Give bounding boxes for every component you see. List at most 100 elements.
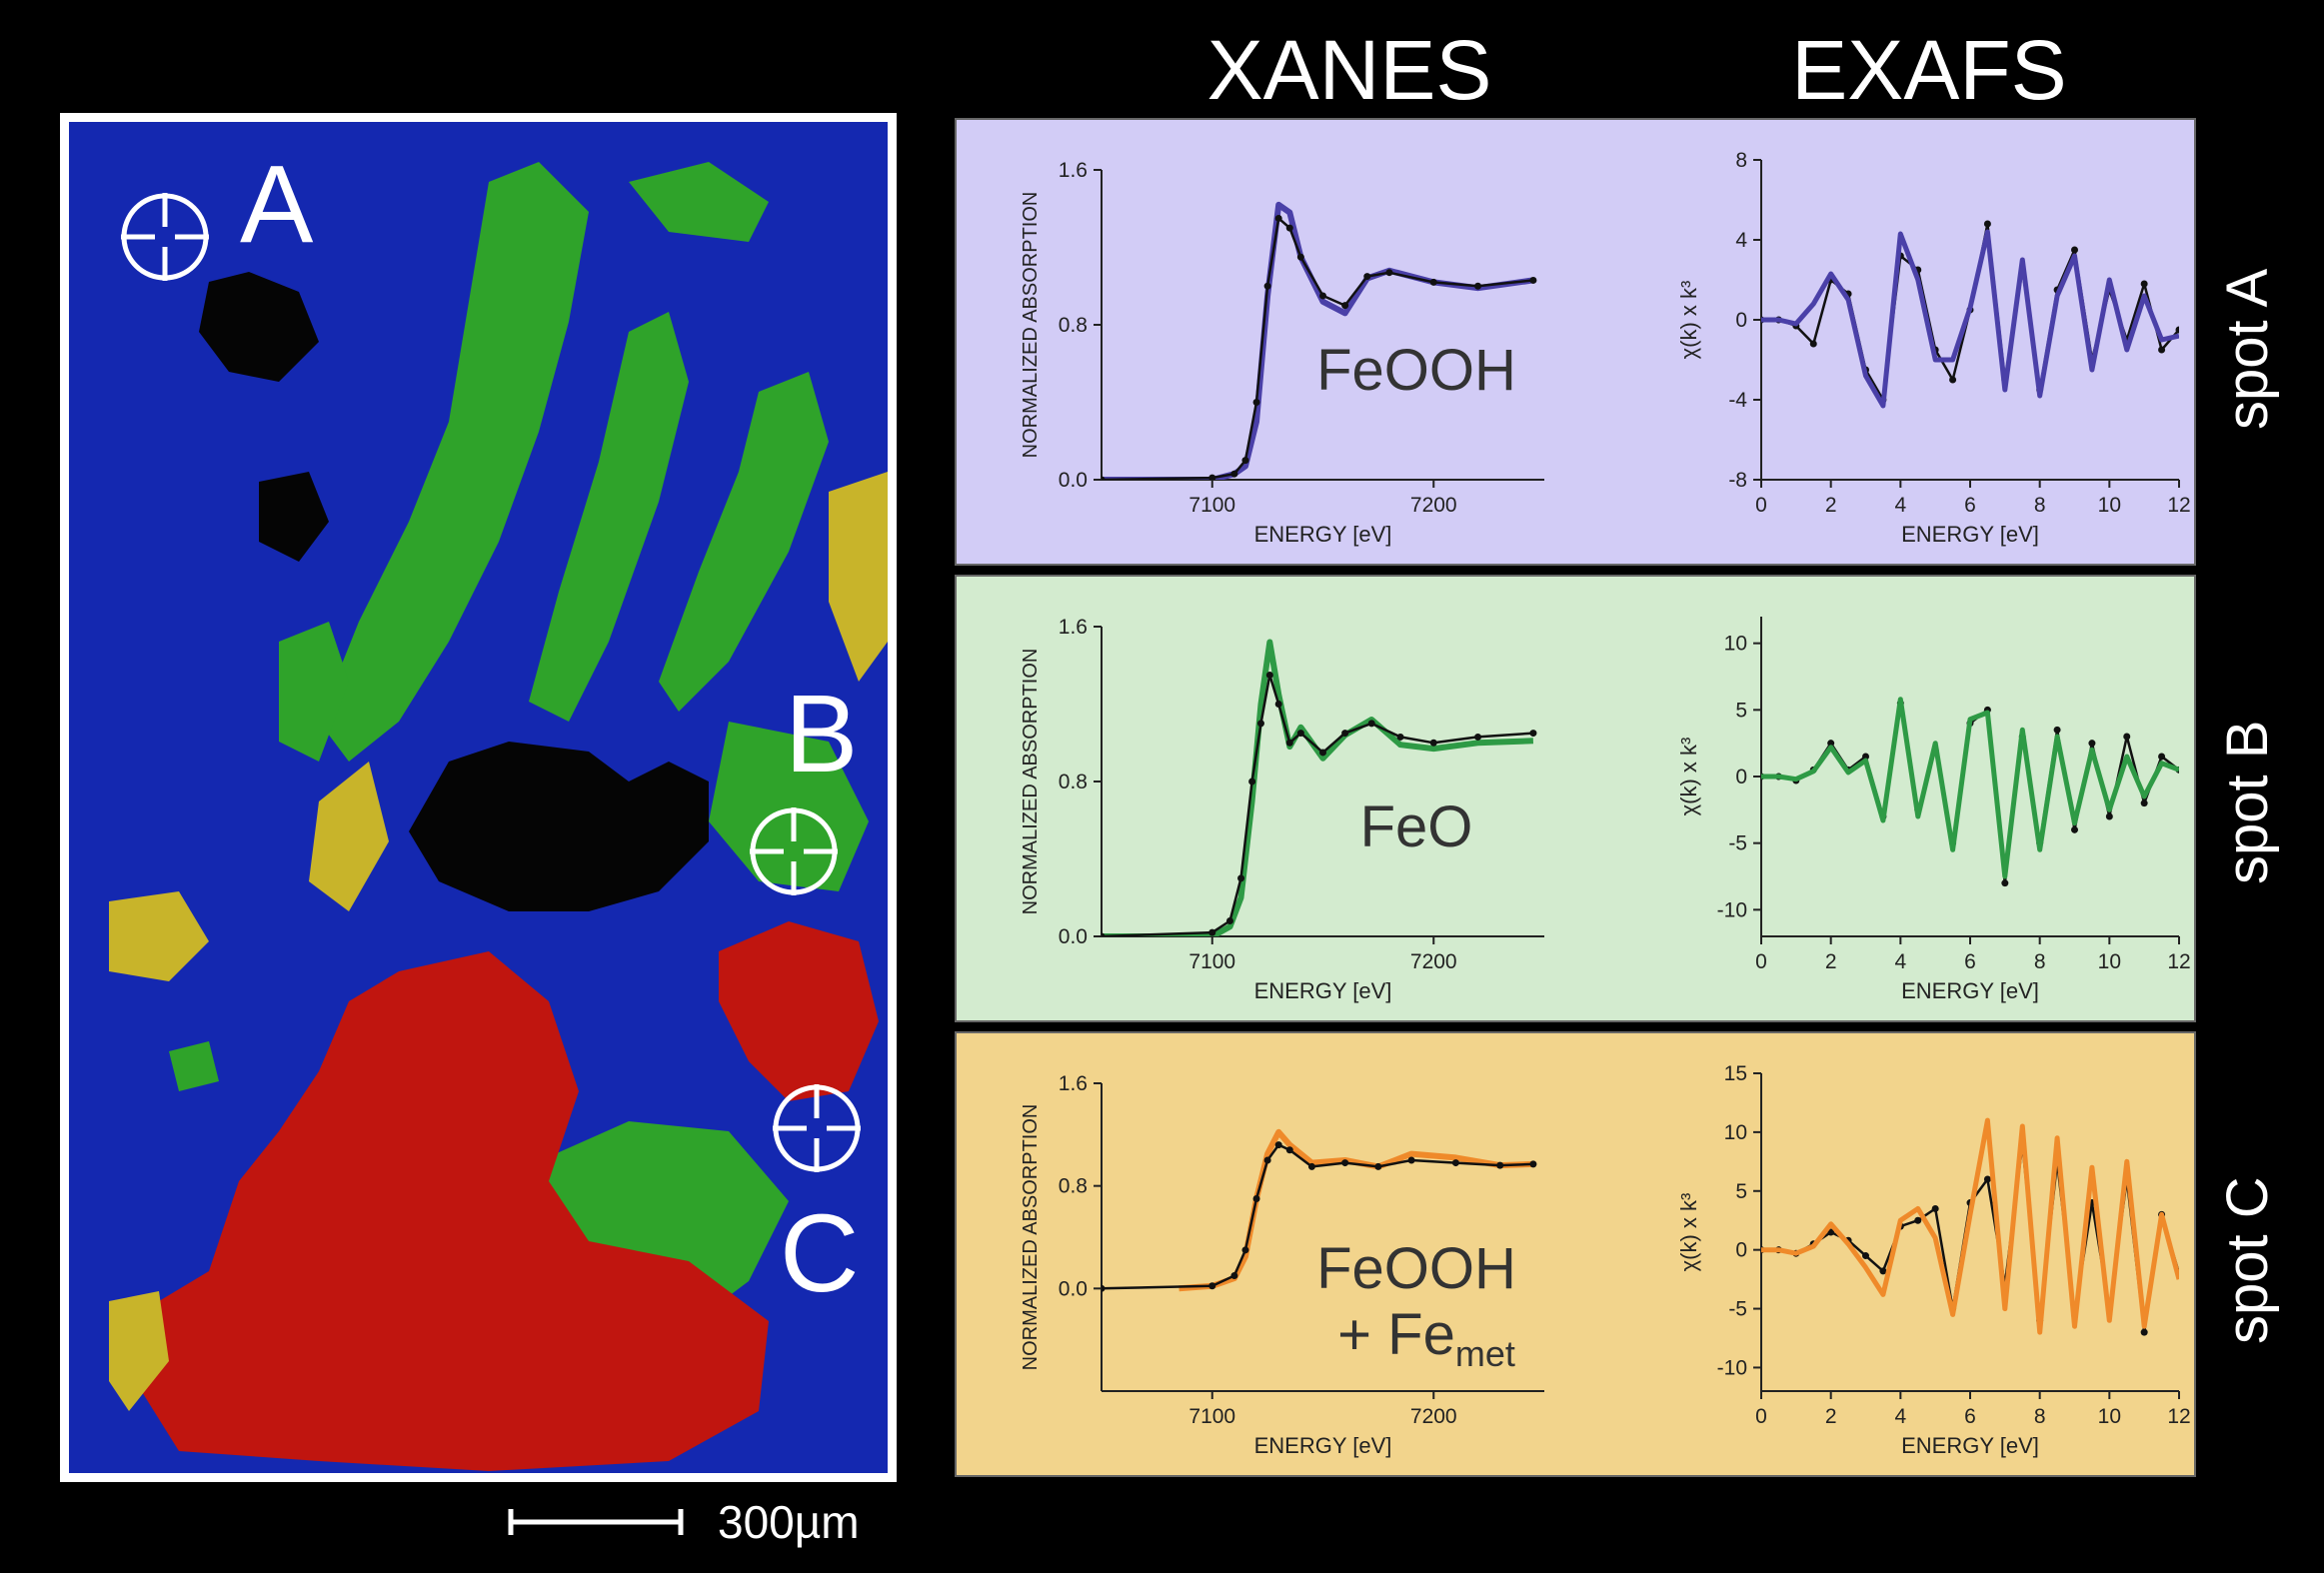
data-point — [1341, 302, 1349, 310]
data-point — [1862, 753, 1869, 761]
map-region-green-7 — [169, 1041, 219, 1091]
data-point — [2071, 246, 2078, 254]
data-point — [1230, 1272, 1238, 1279]
data-point — [1285, 224, 1293, 232]
y-tick-label: 0.0 — [1059, 925, 1088, 948]
data-point — [1237, 874, 1245, 882]
map-region-yellow-14 — [829, 472, 888, 682]
scale-bar — [508, 1509, 684, 1535]
fit-line — [1178, 1128, 1534, 1292]
data-point — [2175, 326, 2179, 334]
panel-spot-c: 7100 7200 0.0 0.8 1.6 ENERGY [eV] NORMALIZED A… — [955, 1031, 2196, 1477]
axes: 0 2 4 6 8 10 12 -10 -5 0 5 10 15 ENERGY [eV] χ(k) x k³ — [1676, 1062, 2191, 1458]
xanes-chart-spot-b: 7100 7200 0.0 0.8 1.6 ENERGY [eV] NORMALIZED A… — [1020, 616, 1544, 1003]
y-tick-label: -5 — [1728, 832, 1747, 855]
map-region-green-3 — [629, 162, 769, 242]
data-point — [1307, 1162, 1315, 1170]
data-point — [1529, 276, 1537, 284]
data-point — [1252, 399, 1260, 406]
crosshair-icon-c — [773, 1084, 861, 1172]
data-point — [1208, 928, 1216, 936]
map-region-yellow-15 — [109, 891, 209, 981]
data-point — [1407, 1156, 1415, 1164]
xanes-chart-spot-c: 7100 7200 0.0 0.8 1.6 ENERGY [eV] NORMALIZED A… — [1020, 1072, 1544, 1458]
y-tick-label: 0.8 — [1059, 1175, 1088, 1198]
data-point — [1529, 1160, 1537, 1168]
chemical-map-image — [69, 122, 888, 1473]
data-point — [1263, 1156, 1271, 1164]
x-tick-label: 7200 — [1410, 1405, 1457, 1428]
data-point — [1862, 1252, 1869, 1260]
data-point — [1949, 376, 1957, 384]
data-point — [1474, 733, 1482, 741]
exafs-chart-spot-c: 0 2 4 6 8 10 12 -10 -5 0 5 10 15 ENERGY [eV] χ(k) x k³ — [1676, 1062, 2191, 1458]
y-axis-label: χ(k) x k³ — [1676, 738, 1701, 816]
data-point — [1263, 282, 1271, 290]
data-point — [2140, 280, 2148, 288]
data-point — [1827, 740, 1835, 748]
x-tick-label: 0 — [1755, 1405, 1767, 1428]
crosshair-icon-a — [121, 193, 209, 281]
y-axis-label: NORMALIZED ABSORPTION — [1020, 1104, 1042, 1371]
x-tick-label: 12 — [2167, 950, 2190, 973]
x-tick-label: 10 — [2098, 494, 2121, 517]
data-point — [1879, 1267, 1887, 1275]
x-tick-label: 4 — [1894, 1405, 1906, 1428]
chemical-map — [60, 113, 897, 1482]
data-point — [1252, 1195, 1260, 1202]
exafs-chart-spot-a: 0 2 4 6 8 10 12 -8 -4 0 4 8 ENERGY [eV] χ(k) x k³ — [1676, 149, 2191, 547]
data-point — [1265, 671, 1273, 679]
data-point — [1451, 1159, 1459, 1167]
spot-label-c: spot C — [2215, 1176, 2280, 1344]
x-tick-label: 10 — [2098, 1405, 2121, 1428]
axes: 7100 7200 0.0 0.8 1.6 ENERGY [eV] NORMALIZED A… — [1020, 1072, 1544, 1458]
x-tick-label: 0 — [1755, 494, 1767, 517]
x-tick-label: 2 — [1825, 494, 1837, 517]
data-point — [1341, 730, 1349, 738]
y-tick-label: 4 — [1735, 229, 1747, 252]
data-point — [1983, 1175, 1991, 1183]
x-tick-label: 7200 — [1410, 494, 1457, 517]
data-point — [1102, 476, 1106, 480]
exafs-chart-spot-b: 0 2 4 6 8 10 12 -10 -5 0 5 10 ENERGY [eV] χ(k) x k³ — [1676, 617, 2191, 1003]
series-group — [1102, 639, 1537, 936]
data-point — [2053, 726, 2061, 734]
crosshair-icon-b — [750, 807, 838, 895]
data-point — [2071, 825, 2078, 833]
y-tick-label: -10 — [1717, 1356, 1747, 1379]
data-point — [1914, 1216, 1922, 1224]
y-tick-label: 0 — [1735, 1239, 1747, 1262]
y-tick-label: 0.0 — [1059, 1277, 1088, 1300]
fit-line — [1761, 1117, 2179, 1335]
fit-line — [1761, 697, 2179, 879]
y-tick-label: 0.8 — [1059, 314, 1088, 337]
data-point — [1396, 733, 1404, 741]
data-point — [1496, 1161, 1504, 1169]
x-tick-label: 4 — [1894, 494, 1906, 517]
data-point — [1429, 739, 1437, 747]
series-group — [1761, 697, 2179, 887]
y-tick-label: 5 — [1735, 1180, 1747, 1203]
map-region-yellow-8 — [309, 762, 389, 911]
map-region-green-0 — [319, 162, 589, 762]
scale-label: 300µm — [718, 1496, 860, 1548]
y-tick-label: 10 — [1724, 633, 1747, 656]
compound-label: FeOOH — [1316, 338, 1516, 403]
map-region-green-2 — [659, 372, 829, 712]
y-axis-label: NORMALIZED ABSORPTION — [1020, 192, 1042, 459]
y-tick-label: 1.6 — [1059, 616, 1088, 639]
x-tick-label: 8 — [2034, 950, 2046, 973]
data-point — [1319, 292, 1326, 300]
x-tick-label: 12 — [2167, 494, 2190, 517]
series-group — [1761, 1117, 2179, 1336]
data-point — [1102, 1284, 1106, 1292]
data-point — [1474, 282, 1482, 290]
data-point — [2140, 799, 2148, 807]
exafs-header: EXAFS — [1791, 23, 2067, 117]
data-point — [1274, 214, 1282, 222]
y-tick-label: -10 — [1717, 898, 1747, 921]
x-tick-label: 12 — [2167, 1405, 2190, 1428]
data-point — [2088, 740, 2096, 748]
y-tick-label: -4 — [1728, 389, 1747, 412]
panel-spot-a: 7100 7200 0.0 0.8 1.6 ENERGY [eV] NORMALIZED A… — [955, 118, 2196, 566]
